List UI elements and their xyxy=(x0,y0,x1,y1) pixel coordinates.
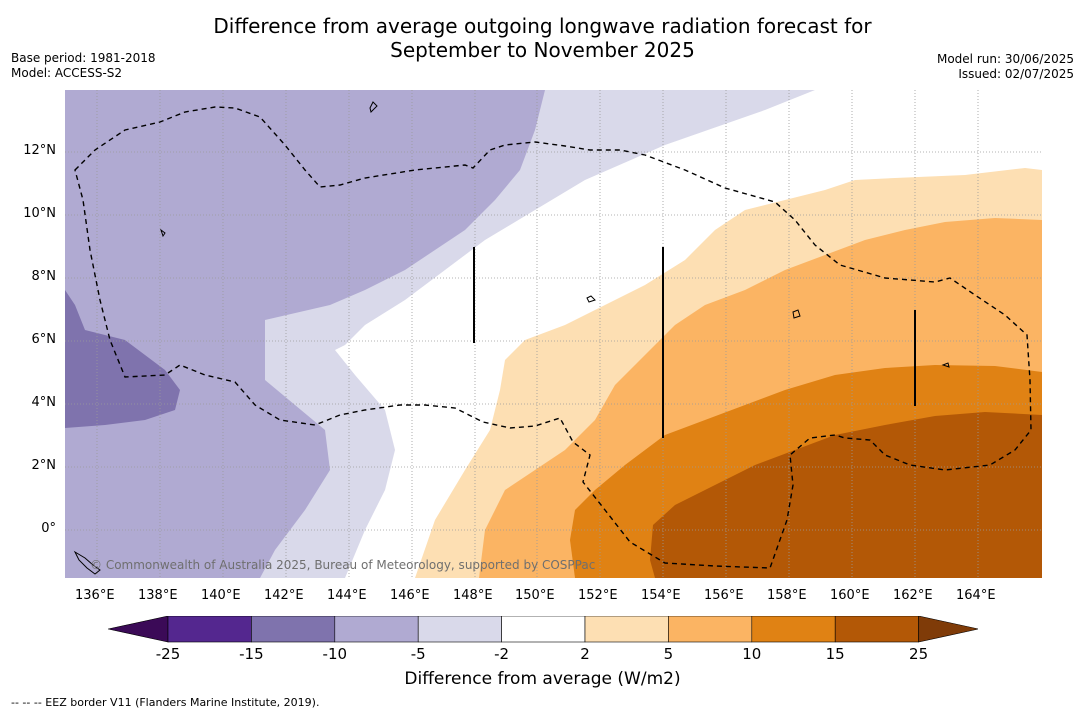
map-canvas xyxy=(65,90,1042,578)
lon-tick-label: 136°E xyxy=(75,588,115,603)
colorbar-box xyxy=(167,616,252,643)
lon-tick-label: 152°E xyxy=(578,588,618,603)
colorbar-label: -2 xyxy=(494,645,510,663)
lon-tick-label: 162°E xyxy=(893,588,933,603)
lon-tick-label: 158°E xyxy=(767,588,807,603)
meta-left: Base period: 1981-2018 Model: ACCESS-S2 xyxy=(11,51,156,81)
lat-tick-label: 0° xyxy=(41,521,56,536)
forecast-map xyxy=(65,90,1042,578)
lon-tick-label: 154°E xyxy=(641,588,681,603)
lon-tick-label: 150°E xyxy=(515,588,555,603)
colorbar-label: -10 xyxy=(322,645,348,663)
gridlines xyxy=(65,90,1042,578)
colorbar-extend-high xyxy=(918,616,978,643)
colorbar-box xyxy=(751,616,836,643)
colorbar-label: -25 xyxy=(155,645,181,663)
colorbar-box xyxy=(251,616,336,643)
meta-right: Model run: 30/06/2025 Issued: 02/07/2025 xyxy=(937,52,1074,82)
lon-tick-label: 164°E xyxy=(956,588,996,603)
title-line-1: Difference from average outgoing longwav… xyxy=(213,14,872,38)
lat-tick-label: 8°N xyxy=(31,269,57,284)
colorbar-label: 10 xyxy=(742,645,762,663)
model-name: Model: ACCESS-S2 xyxy=(11,66,123,80)
copyright-notice: © Commonwealth of Australia 2025, Bureau… xyxy=(90,558,596,572)
band-minus10-minus5 xyxy=(65,90,545,578)
lon-tick-label: 148°E xyxy=(453,588,493,603)
lon-tick-label: 140°E xyxy=(201,588,241,603)
colorbar-title: Difference from average (W/m2) xyxy=(404,669,681,689)
lat-tick-label: 6°N xyxy=(31,332,57,347)
lat-tick-label: 4°N xyxy=(31,395,57,410)
eez-legend: -- -- -- EEZ border V11 (Flanders Marine… xyxy=(11,696,320,709)
colorbar-box xyxy=(834,616,919,643)
islands xyxy=(73,101,950,575)
anomaly-marks xyxy=(473,247,916,438)
band-15-25 xyxy=(650,412,1042,578)
colorbar-box xyxy=(668,616,753,643)
colorbar-label: 25 xyxy=(909,645,929,663)
lon-tick-label: 156°E xyxy=(704,588,744,603)
lon-tick-label: 160°E xyxy=(830,588,870,603)
band-minus15-minus10 xyxy=(65,290,180,428)
chart-title: Difference from average outgoing longwav… xyxy=(0,14,1085,62)
lon-tick-label: 146°E xyxy=(390,588,430,603)
colorbar-box xyxy=(501,616,586,643)
colorbar-label: 5 xyxy=(663,645,674,663)
lon-tick-label: 144°E xyxy=(327,588,367,603)
colorbar xyxy=(108,616,978,643)
colorbar-label: -5 xyxy=(410,645,426,663)
colorbar-box xyxy=(334,616,419,643)
lat-tick-label: 2°N xyxy=(31,458,57,473)
colorbar-extend-low xyxy=(108,616,169,643)
colorbar-label: 2 xyxy=(580,645,590,663)
colorbar-label: 15 xyxy=(825,645,845,663)
issued-date: Issued: 02/07/2025 xyxy=(958,67,1074,81)
lon-tick-label: 142°E xyxy=(264,588,304,603)
model-run: Model run: 30/06/2025 xyxy=(936,52,1074,66)
colorbar-label: -15 xyxy=(239,645,264,663)
lat-tick-label: 10°N xyxy=(23,206,56,221)
colorbar-box xyxy=(417,616,502,643)
lon-tick-label: 138°E xyxy=(138,588,178,603)
lat-tick-label: 12°N xyxy=(23,143,56,158)
base-period: Base period: 1981-2018 xyxy=(11,51,156,65)
title-line-2: September to November 2025 xyxy=(390,38,695,62)
colorbar-box xyxy=(584,616,669,643)
